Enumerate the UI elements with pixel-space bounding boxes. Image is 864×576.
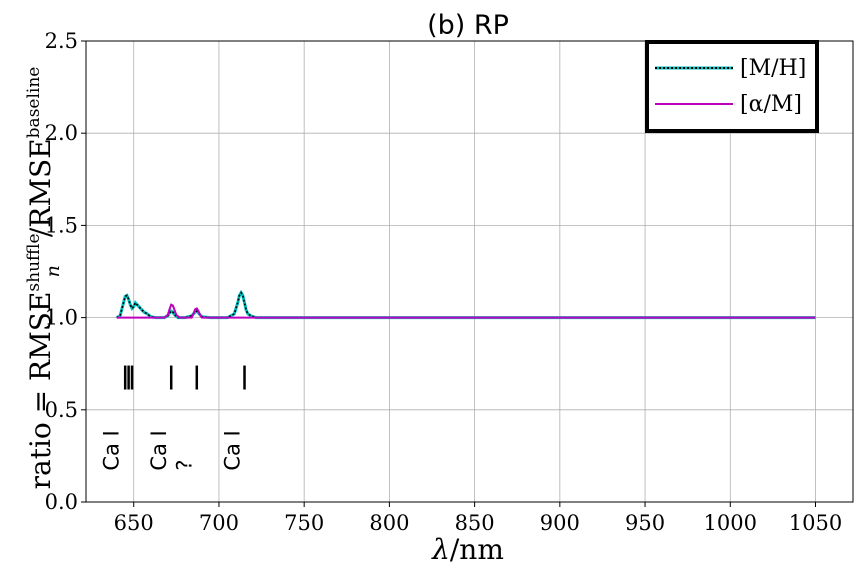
- y-axis-label-prefix: ratio = RMSE: [24, 292, 57, 490]
- chart-title: (b) RP: [427, 10, 509, 41]
- y-axis-label: ratio = RMSEshufflen/RMSEbaseline: [24, 67, 64, 490]
- y-tick-label: 1.0: [45, 306, 78, 330]
- x-tick-label: 800: [369, 511, 409, 535]
- legend-box: [645, 40, 819, 133]
- legend-label-alpha: [α/M]: [740, 92, 802, 117]
- legend-label-mh: [M/H]: [740, 56, 806, 81]
- spectral-line-label: Ca I: [99, 430, 123, 470]
- x-tick-label: 1000: [704, 511, 757, 535]
- x-tick-label: 950: [625, 511, 665, 535]
- y-tick-label: 2.0: [45, 121, 78, 145]
- spectral-line-label: Ca I: [147, 430, 171, 470]
- y-tick-label: 2.5: [45, 29, 78, 53]
- y-axis-label-sub-n: n: [42, 265, 64, 277]
- y-axis-label-sup-baseline: baseline: [24, 67, 44, 139]
- x-tick-label: 900: [540, 511, 580, 535]
- y-axis-label-mid: /RMSE: [24, 138, 57, 237]
- series-mh-line-dots: [116, 291, 816, 319]
- axis-ticks: 650 700 750 800 850 900 950 1000 1050 0.0 0.5 1.0 1.…: [45, 29, 843, 535]
- legend: [M/H] [α/M]: [645, 40, 819, 133]
- spectral-line-labels: Ca I Ca I? Ca I: [99, 430, 244, 470]
- y-tick-label: 1.5: [45, 213, 78, 237]
- x-tick-label: 750: [284, 511, 324, 535]
- spectral-line-label: ?: [173, 459, 197, 470]
- series-alpha-line: [116, 303, 816, 319]
- spectral-line-markers: [123, 365, 246, 390]
- spectral-line-label: Ca I: [220, 430, 244, 470]
- y-tick-label: 0.0: [45, 490, 78, 514]
- y-axis-label-sup-shuffle: shuffle: [24, 233, 44, 291]
- x-axis-label: λ/nm: [431, 533, 504, 566]
- x-tick-label: 1050: [789, 511, 842, 535]
- plot-frame: [85, 40, 854, 503]
- x-tick-label: 700: [199, 511, 239, 535]
- series-mh-line: [115, 289, 816, 320]
- x-tick-label: 850: [455, 511, 495, 535]
- x-tick-label: 650: [114, 511, 154, 535]
- y-tick-label: 0.5: [45, 398, 78, 422]
- series-layer: [115, 289, 816, 320]
